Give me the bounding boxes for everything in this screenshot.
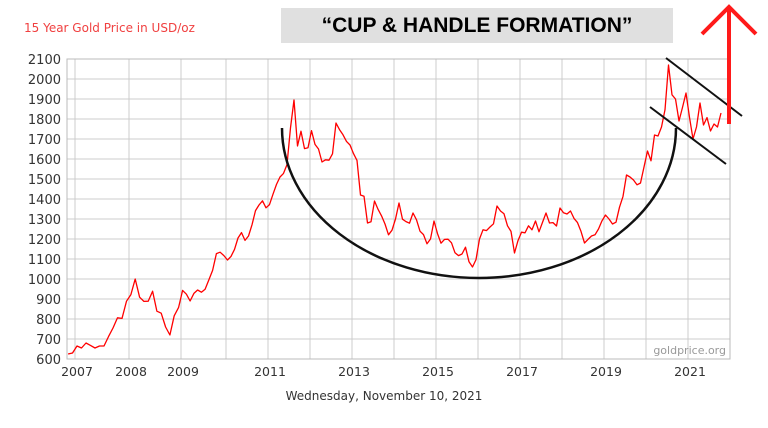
y-axis-ticks: 600 700 800 900 1000 1100 1200 1300 1400 1500 1600… [28,53,61,368]
cup-arc [280,127,678,280]
y-tick-label: 1600 [28,153,61,168]
watermark: goldprice.org [653,344,726,357]
y-tick-label: 1400 [28,193,61,208]
y-tick-label: 600 [36,353,61,368]
x-tick-label: 2008 [115,364,147,379]
x-tick-label: 2019 [590,364,622,379]
x-tick-label: 2007 [61,364,93,379]
y-tick-label: 1200 [28,233,61,248]
breakout-arrow-up-icon [700,4,758,124]
y-tick-label: 1100 [28,253,61,268]
gridlines [67,58,730,360]
x-axis-ticks: 2007 2008 2009 2011 2013 2015 2017 2019 2021 [61,364,706,379]
x-tick-label: 2017 [506,364,538,379]
y-tick-label: 800 [36,313,61,328]
plot-border [66,58,731,360]
y-tick-label: 1700 [28,133,61,148]
x-tick-label: 2013 [338,364,370,379]
y-tick-label: 1300 [28,213,61,228]
y-tick-label: 2100 [28,53,61,68]
y-tick-label: 2000 [28,73,61,88]
chart-title: 15 Year Gold Price in USD/oz [24,21,195,35]
annotation-banner: “CUP & HANDLE FORMATION” [281,8,673,43]
y-tick-label: 700 [36,333,61,348]
gold-price-line [67,64,722,355]
y-tick-label: 1500 [28,173,61,188]
x-tick-label: 2011 [254,364,286,379]
y-tick-label: 1800 [28,113,61,128]
x-tick-label: 2021 [674,364,706,379]
handle-lower-trendline [649,106,727,165]
y-tick-label: 900 [36,293,61,308]
date-caption: Wednesday, November 10, 2021 [285,389,483,403]
y-tick-label: 1000 [28,273,61,288]
y-tick-label: 1900 [28,93,61,108]
x-tick-label: 2015 [422,364,454,379]
x-tick-label: 2009 [167,364,199,379]
